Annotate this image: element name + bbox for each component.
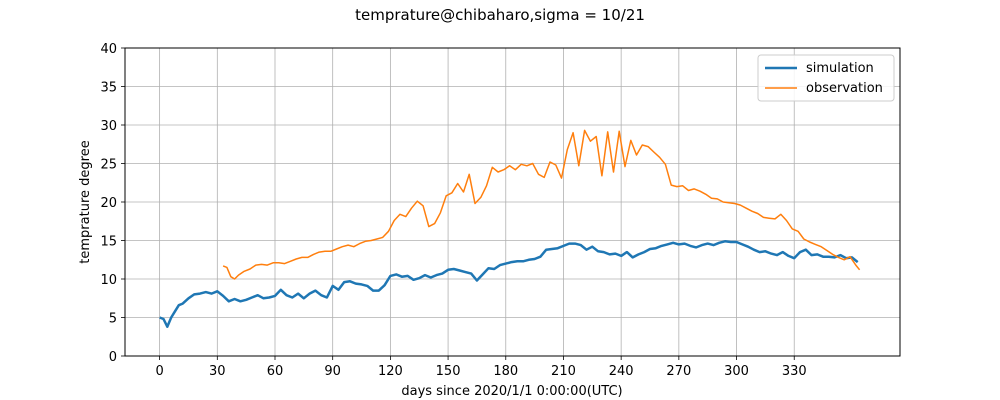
y-axis-ticks: 0 5 10 15 20 25 30 35 40 (100, 42, 125, 365)
x-tick-label: 300 (724, 364, 749, 379)
x-tick-label: 30 (209, 364, 226, 379)
x-tick-label: 90 (324, 364, 341, 379)
legend: simulation observation (757, 54, 895, 102)
y-tick-label: 30 (100, 119, 117, 134)
x-tick-label: 210 (551, 364, 576, 379)
x-tick-label: 270 (666, 364, 691, 379)
y-tick-label: 5 (109, 312, 117, 327)
series-lines (159, 129, 861, 328)
legend-label-observation: observation (806, 81, 883, 96)
y-axis-title: temprature degree (78, 140, 93, 263)
y-tick-label: 35 (100, 81, 117, 96)
x-axis-ticks: 0 30 60 90 120 150 180 210 240 270 300 330 (155, 356, 807, 379)
legend-box (757, 54, 895, 102)
x-tick-label: 120 (378, 364, 403, 379)
x-tick-label: 150 (436, 364, 461, 379)
y-tick-label: 10 (100, 273, 117, 288)
y-tick-label: 0 (109, 350, 117, 365)
x-tick-label: 180 (493, 364, 518, 379)
y-tick-label: 15 (100, 235, 117, 250)
x-tick-label: 0 (155, 364, 163, 379)
y-tick-label: 20 (100, 196, 117, 211)
x-axis-title: days since 2020/1/1 0:00:00(UTC) (401, 384, 622, 399)
chart-title: temprature@chibaharo,sigma = 10/21 (355, 6, 645, 24)
series-line-simulation (159, 240, 859, 328)
y-tick-label: 25 (100, 158, 117, 173)
y-tick-label: 40 (100, 42, 117, 57)
x-tick-label: 240 (609, 364, 634, 379)
legend-label-simulation: simulation (806, 61, 874, 76)
x-tick-label: 330 (782, 364, 807, 379)
series-line-observation (222, 129, 861, 280)
x-tick-label: 60 (267, 364, 284, 379)
